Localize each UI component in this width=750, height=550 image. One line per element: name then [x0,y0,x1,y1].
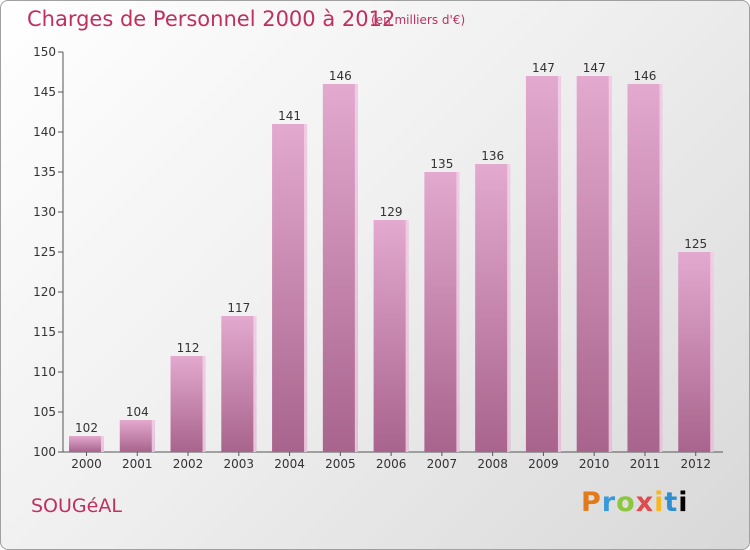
bar-2010 [577,76,612,452]
y-tick-label: 115 [33,325,56,339]
bar-2001 [120,420,155,452]
bar-highlight [558,76,561,452]
bar-value-label: 104 [126,405,149,419]
y-tick-label: 135 [33,165,56,179]
bar-highlight [253,316,256,452]
bar-value-label: 136 [481,149,504,163]
y-tick-label: 105 [33,405,56,419]
proxiti-logo: Proxiti [581,487,691,527]
bar-value-label: 125 [684,237,707,251]
x-tick-label: 2000 [71,457,102,471]
y-tick-label: 145 [33,85,56,99]
x-tick-label: 2012 [680,457,711,471]
x-tick-label: 2002 [173,457,204,471]
bar-highlight [203,356,206,452]
bar-2011 [627,84,662,452]
chart-bars [69,76,713,452]
bar-value-label: 135 [430,157,453,171]
bar-highlight [152,420,155,452]
y-tick-label: 120 [33,285,56,299]
x-tick-label: 2005 [325,457,356,471]
bar-2000 [69,436,104,452]
bar-highlight [710,252,713,452]
bar-value-label: 112 [177,341,200,355]
bar-highlight [406,220,409,452]
bar-value-label: 102 [75,421,98,435]
bar-highlight [304,124,307,452]
x-tick-label: 2004 [274,457,305,471]
bar-2006 [374,220,409,452]
bar-2002 [171,356,206,452]
x-tick-label: 2008 [477,457,508,471]
commune-name: SOUGéAL [31,495,122,517]
x-tick-label: 2001 [122,457,153,471]
bar-value-label: 146 [634,69,657,83]
y-tick-label: 110 [33,365,56,379]
bar-value-label: 146 [329,69,352,83]
x-tick-label: 2007 [427,457,458,471]
y-tick-label: 125 [33,245,56,259]
bar-highlight [456,172,459,452]
bar-value-label: 141 [278,109,301,123]
bar-value-label: 147 [583,61,606,75]
bar-value-label: 147 [532,61,555,75]
bar-highlight [659,84,662,452]
y-tick-label: 100 [33,445,56,459]
bar-2012 [678,252,713,452]
bar-highlight [355,84,358,452]
bar-2003 [221,316,256,452]
x-tick-label: 2010 [579,457,610,471]
bar-value-label: 117 [227,301,250,315]
x-tick-label: 2006 [376,457,407,471]
x-tick-label: 2011 [630,457,661,471]
bar-2008 [475,164,510,452]
y-tick-label: 150 [33,45,56,59]
bar-highlight [609,76,612,452]
bar-value-label: 129 [380,205,403,219]
bar-2009 [526,76,561,452]
x-tick-label: 2003 [224,457,255,471]
bar-highlight [101,436,104,452]
bar-2004 [272,124,307,452]
y-tick-label: 130 [33,205,56,219]
bar-2005 [323,84,358,452]
y-tick-label: 140 [33,125,56,139]
bar-highlight [507,164,510,452]
bar-2007 [424,172,459,452]
x-tick-label: 2009 [528,457,559,471]
